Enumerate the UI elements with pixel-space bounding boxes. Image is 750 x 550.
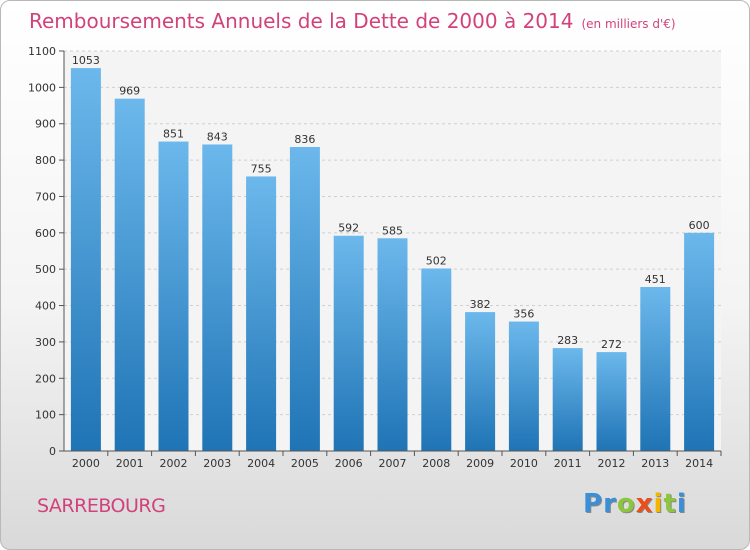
data-label-2012: 272	[601, 338, 622, 351]
y-tick-label: 500	[35, 263, 56, 276]
data-label-2007: 585	[382, 224, 403, 237]
data-label-2011: 283	[557, 334, 578, 347]
bar-2010	[508, 321, 539, 451]
bar-2012	[596, 352, 627, 451]
bar-2004	[246, 176, 277, 452]
x-tick-label-2000: 2000	[72, 457, 100, 470]
data-label-2005: 836	[294, 133, 315, 146]
bar-2000	[70, 68, 101, 451]
bar-2011	[552, 348, 583, 451]
x-tick-label-2013: 2013	[641, 457, 669, 470]
data-label-2008: 502	[426, 254, 447, 267]
logo-letter-4: i	[653, 489, 664, 519]
bar-2013	[640, 287, 671, 451]
y-tick-label: 600	[35, 227, 56, 240]
bar-2014	[684, 232, 715, 451]
title-text: Remboursements Annuels de la Dette de 20…	[29, 9, 574, 33]
data-label-2000: 1053	[72, 54, 100, 67]
x-tick-label-2010: 2010	[510, 457, 538, 470]
x-tick-label-2004: 2004	[247, 457, 275, 470]
data-label-2003: 843	[207, 130, 228, 143]
data-label-2009: 382	[470, 298, 491, 311]
x-tick-label-2011: 2011	[554, 457, 582, 470]
bar-2008	[421, 268, 452, 451]
bar-2005	[289, 147, 320, 451]
y-tick-label: 0	[49, 445, 56, 458]
x-tick-label-2005: 2005	[291, 457, 319, 470]
x-tick-label-2003: 2003	[203, 457, 231, 470]
unit-note: (en milliers d'€)	[581, 17, 676, 31]
y-tick-label: 1100	[28, 45, 56, 58]
y-tick-label: 800	[35, 154, 56, 167]
logo-letter-3: x	[635, 489, 654, 519]
data-label-2002: 851	[163, 128, 184, 141]
logo-letter-2: o	[616, 489, 636, 519]
x-tick-label-2012: 2012	[598, 457, 626, 470]
x-tick-label-2009: 2009	[466, 457, 494, 470]
data-label-2001: 969	[119, 85, 140, 98]
data-label-2010: 356	[513, 308, 534, 321]
bar-2001	[114, 98, 145, 452]
y-tick-label: 100	[35, 409, 56, 422]
bar-2007	[377, 238, 408, 451]
y-tick-label: 200	[35, 372, 56, 385]
y-tick-label: 700	[35, 190, 56, 203]
y-tick-label: 900	[35, 118, 56, 131]
x-tick-label-2007: 2007	[379, 457, 407, 470]
bar-2002	[158, 141, 189, 451]
logo-letter-1: r	[603, 489, 617, 519]
data-label-2013: 451	[645, 273, 666, 286]
bar-2006	[333, 235, 364, 451]
logo-letter-0: P	[583, 489, 604, 519]
proxiti-logo: Proxiti	[583, 489, 687, 519]
chart-title: Remboursements Annuels de la Dette de 20…	[29, 9, 676, 33]
y-tick-label: 1000	[28, 81, 56, 94]
x-tick-label-2008: 2008	[422, 457, 450, 470]
data-label-2006: 592	[338, 222, 359, 235]
bar-2003	[202, 144, 233, 452]
x-tick-label-2014: 2014	[685, 457, 713, 470]
y-tick-label: 300	[35, 336, 56, 349]
logo-letter-6: i	[676, 489, 687, 519]
x-tick-label-2006: 2006	[335, 457, 363, 470]
city-name: SARREBOURG	[37, 495, 166, 517]
data-label-2014: 600	[689, 219, 710, 232]
data-label-2004: 755	[251, 162, 272, 175]
bar-2009	[465, 312, 496, 451]
x-tick-label-2002: 2002	[160, 457, 188, 470]
y-tick-label: 400	[35, 300, 56, 313]
logo-letter-5: t	[663, 489, 677, 519]
x-tick-label-2001: 2001	[116, 457, 144, 470]
